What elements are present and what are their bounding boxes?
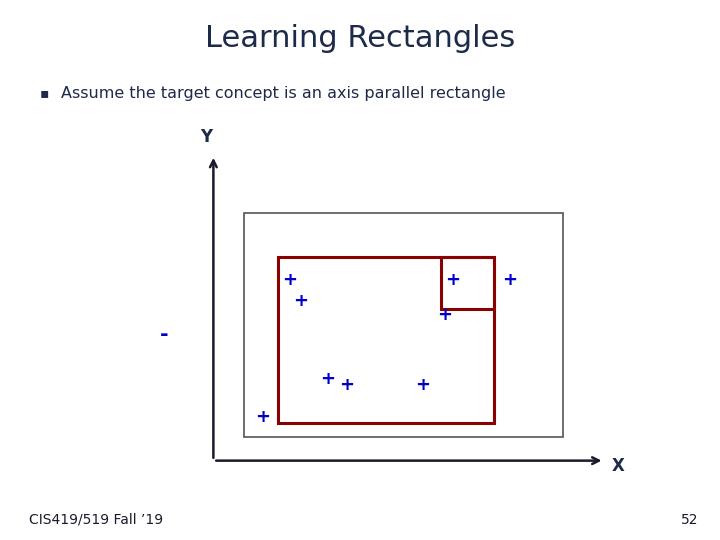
Text: Assume the target concept is an axis parallel rectangle: Assume the target concept is an axis par… xyxy=(61,86,506,102)
Bar xyxy=(278,257,495,423)
Text: +: + xyxy=(255,408,270,426)
Text: ▪: ▪ xyxy=(40,86,49,100)
Text: +: + xyxy=(438,306,452,324)
Text: +: + xyxy=(415,376,430,394)
Text: +: + xyxy=(338,376,354,394)
Text: X: X xyxy=(612,457,625,475)
Text: 52: 52 xyxy=(681,512,698,526)
Text: CIS419/519 Fall ’19: CIS419/519 Fall ’19 xyxy=(29,512,163,526)
Bar xyxy=(244,213,562,437)
Text: -: - xyxy=(160,326,168,346)
Text: Y: Y xyxy=(199,128,212,146)
Text: +: + xyxy=(282,271,297,289)
Text: +: + xyxy=(293,292,308,309)
Text: +: + xyxy=(445,271,460,289)
Bar xyxy=(441,257,495,309)
Text: +: + xyxy=(502,271,517,289)
Text: Learning Rectangles: Learning Rectangles xyxy=(205,24,515,53)
Text: +: + xyxy=(320,370,335,388)
